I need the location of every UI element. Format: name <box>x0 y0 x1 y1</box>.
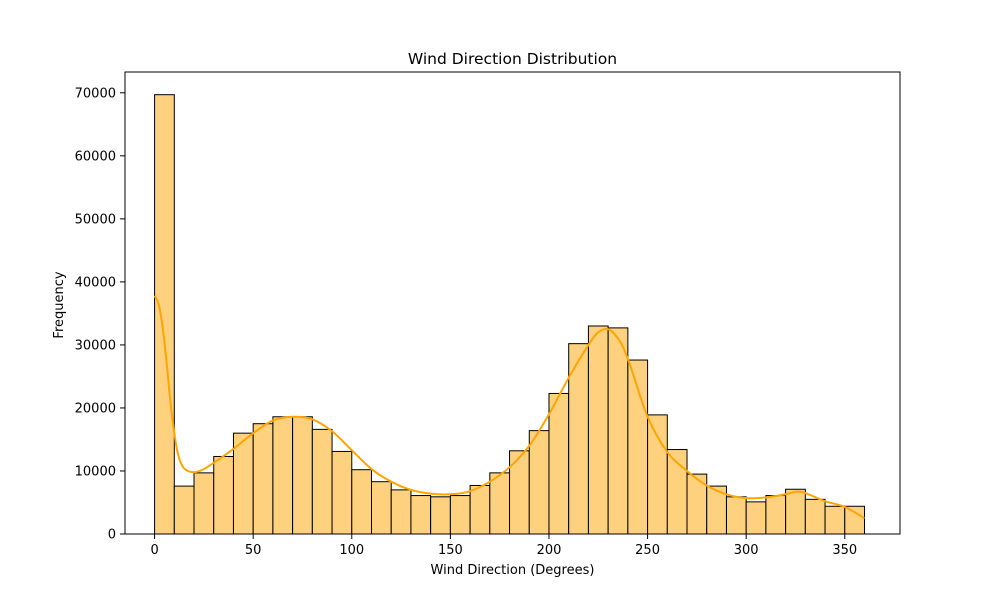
x-axis-ticks: 0 50 100 150 200 250 300 350 <box>150 534 857 558</box>
histogram-bar-10 <box>351 469 373 535</box>
histogram-bar-25 <box>647 414 668 535</box>
y-tick-label: 10000 <box>75 464 116 479</box>
histogram-bar-9 <box>331 450 353 535</box>
x-tick-label: 100 <box>339 543 364 558</box>
histogram-bar-12 <box>390 489 412 535</box>
histogram-bar-15 <box>449 495 471 535</box>
plot-frame <box>124 71 901 535</box>
x-tick-label: 50 <box>245 543 262 558</box>
histogram-bar-7 <box>292 416 313 535</box>
histogram-bar-4 <box>232 432 254 535</box>
histogram-bar-23 <box>607 327 629 535</box>
histogram-bar-5 <box>252 423 274 535</box>
histogram-bar-14 <box>430 496 451 535</box>
histogram-bar-29 <box>725 496 747 535</box>
y-tick-label: 0 <box>108 528 116 543</box>
y-tick-label: 40000 <box>75 275 116 290</box>
y-axis-title: Frequency <box>52 271 67 338</box>
histogram-bar-13 <box>410 495 432 535</box>
y-tick-label: 50000 <box>75 212 116 227</box>
y-axis-ticks: 0 10000 20000 30000 40000 50000 60000 70000 <box>75 86 125 543</box>
histogram-bar-32 <box>785 488 806 535</box>
x-tick-label: 250 <box>635 543 660 558</box>
x-axis-title: Wind Direction (Degrees) <box>431 563 595 578</box>
histogram-bar-22 <box>587 325 609 535</box>
histogram-bar-1 <box>173 485 195 535</box>
histogram-bar-2 <box>193 472 215 535</box>
histogram-bar-16 <box>469 484 491 535</box>
histogram-bar-20 <box>548 392 570 535</box>
x-tick-label: 200 <box>537 543 562 558</box>
histogram-bar-11 <box>371 481 392 535</box>
y-tick-label: 30000 <box>75 338 116 353</box>
x-tick-label: 150 <box>438 543 463 558</box>
histogram-bar-33 <box>804 498 826 535</box>
histogram-bar-34 <box>824 505 846 535</box>
y-tick-label: 70000 <box>75 86 116 101</box>
histogram-bar-31 <box>765 495 787 535</box>
y-tick-label: 20000 <box>75 401 116 416</box>
chart-title: Wind Direction Distribution <box>408 50 617 68</box>
histogram-bar-17 <box>489 472 511 535</box>
y-tick-label: 60000 <box>75 149 116 164</box>
histogram-bar-35 <box>844 505 866 535</box>
histogram-bar-30 <box>745 501 767 535</box>
histogram-bar-19 <box>528 430 550 535</box>
histogram-bar-8 <box>311 428 333 535</box>
kde-curve <box>153 295 866 520</box>
x-tick-label: 300 <box>734 543 759 558</box>
histogram-bar-3 <box>213 455 234 535</box>
histogram-bars <box>154 94 866 535</box>
x-tick-label: 350 <box>832 543 857 558</box>
x-tick-label: 0 <box>150 543 158 558</box>
histogram-bar-0 <box>154 94 175 535</box>
histogram-bar-6 <box>272 416 294 535</box>
